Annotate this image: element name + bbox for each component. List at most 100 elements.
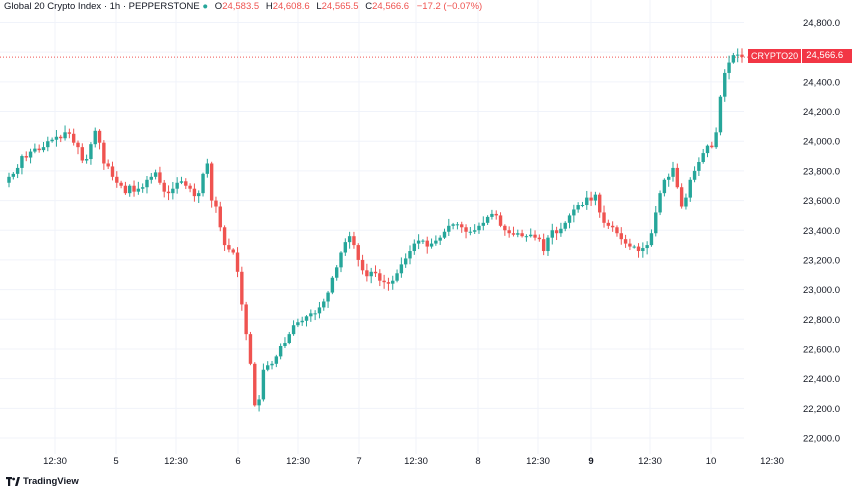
candle-up bbox=[567, 215, 572, 223]
candle-up bbox=[330, 277, 335, 293]
candle-down bbox=[619, 233, 623, 240]
candle-up bbox=[524, 236, 529, 238]
candle-down bbox=[628, 243, 632, 247]
x-tick-label: 12:30 bbox=[286, 456, 310, 467]
legend-high-label: H bbox=[265, 1, 273, 12]
candle-up bbox=[136, 188, 141, 192]
y-tick-label: 22,800.0 bbox=[803, 315, 840, 326]
candle-down bbox=[67, 132, 72, 134]
x-tick-label: 6 bbox=[235, 456, 240, 467]
candle-up bbox=[416, 240, 421, 244]
candle-up bbox=[145, 179, 149, 188]
candle-up bbox=[41, 147, 46, 151]
x-tick-label: 12:30 bbox=[164, 456, 188, 467]
y-tick-label: 22,000.0 bbox=[803, 434, 840, 445]
candle-down bbox=[227, 245, 231, 250]
legend-close-label: C bbox=[365, 1, 373, 12]
badge-price: 24,566.6 bbox=[802, 49, 852, 63]
candle-down bbox=[589, 197, 593, 201]
candle-up bbox=[714, 132, 718, 148]
candle-up bbox=[658, 193, 662, 213]
candle-up bbox=[442, 231, 447, 238]
candle-down bbox=[623, 239, 628, 244]
candle-down bbox=[537, 237, 542, 240]
candle-up bbox=[455, 224, 460, 226]
candle-up bbox=[684, 197, 688, 207]
y-tick-label: 22,400.0 bbox=[803, 374, 840, 385]
candle-up bbox=[412, 243, 417, 252]
candle-down bbox=[507, 230, 511, 234]
candle-down bbox=[240, 271, 244, 305]
candle-up bbox=[317, 307, 322, 314]
candle-down bbox=[373, 271, 378, 274]
legend-interval[interactable]: 1h bbox=[109, 1, 121, 12]
candle-down bbox=[209, 163, 214, 201]
candle-down bbox=[541, 239, 546, 252]
candle-up bbox=[339, 252, 343, 268]
legend-change: −17.2 (−0.07%) bbox=[416, 1, 483, 12]
candle-up bbox=[692, 170, 697, 180]
x-tick-label: 8 bbox=[475, 456, 480, 467]
candle-down bbox=[106, 163, 110, 167]
candle-down bbox=[59, 136, 63, 139]
y-tick-label: 22,600.0 bbox=[803, 344, 840, 355]
candle-up bbox=[313, 313, 317, 315]
x-tick-label: 9 bbox=[588, 456, 593, 467]
candle-up bbox=[205, 163, 210, 174]
candle-up bbox=[516, 233, 520, 235]
legend-symbol[interactable]: Global 20 Crypto Index bbox=[4, 1, 102, 12]
candle-up bbox=[447, 225, 451, 232]
candle-down bbox=[222, 227, 227, 246]
candle-down bbox=[123, 185, 128, 194]
candle-up bbox=[54, 136, 59, 140]
candle-up bbox=[28, 151, 33, 158]
candle-down bbox=[606, 222, 611, 226]
candle-up bbox=[179, 181, 184, 183]
candle-up bbox=[490, 213, 494, 217]
candle-down bbox=[132, 185, 136, 192]
tradingview-logo[interactable]: TradingView bbox=[6, 475, 79, 487]
tradingview-logo-icon bbox=[6, 476, 20, 486]
candle-up bbox=[723, 72, 727, 97]
legend-separator: · bbox=[122, 1, 129, 12]
candle-up bbox=[266, 365, 270, 370]
candle-down bbox=[598, 194, 602, 213]
y-tick-label: 24,000.0 bbox=[803, 137, 840, 148]
candle-up bbox=[197, 193, 201, 197]
x-tick-label: 12:30 bbox=[638, 456, 662, 467]
y-tick-label: 24,200.0 bbox=[803, 107, 840, 118]
candle-up bbox=[735, 54, 740, 56]
candle-up bbox=[304, 316, 309, 321]
candle-up bbox=[391, 280, 395, 284]
candle-up bbox=[559, 228, 563, 234]
candle-down bbox=[76, 142, 80, 148]
candle-down bbox=[520, 233, 524, 237]
candle-up bbox=[20, 156, 24, 168]
candle-down bbox=[425, 240, 429, 247]
candle-up bbox=[641, 248, 645, 252]
candle-down bbox=[494, 213, 498, 216]
candle-up bbox=[322, 301, 326, 308]
candle-down bbox=[554, 230, 559, 234]
tradingview-logo-text: TradingView bbox=[23, 475, 79, 487]
candle-up bbox=[563, 222, 567, 229]
candle-up bbox=[731, 55, 736, 63]
candle-up bbox=[481, 222, 485, 226]
candle-down bbox=[102, 142, 106, 164]
y-tick-label: 23,000.0 bbox=[803, 285, 840, 296]
candle-down bbox=[110, 166, 115, 177]
candle-up bbox=[257, 399, 261, 406]
candle-down bbox=[248, 334, 253, 364]
candle-up bbox=[93, 130, 97, 145]
candle-down bbox=[636, 246, 641, 252]
last-price-badge: CRYPTO20 24,566.6 bbox=[748, 49, 852, 63]
legend-high-value: 24,608.6 bbox=[272, 1, 310, 12]
candle-up bbox=[671, 167, 675, 177]
candle-up bbox=[89, 144, 93, 160]
candle-down bbox=[218, 206, 222, 228]
candle-up bbox=[395, 273, 399, 281]
candle-down bbox=[602, 212, 606, 223]
candle-up bbox=[718, 96, 723, 133]
